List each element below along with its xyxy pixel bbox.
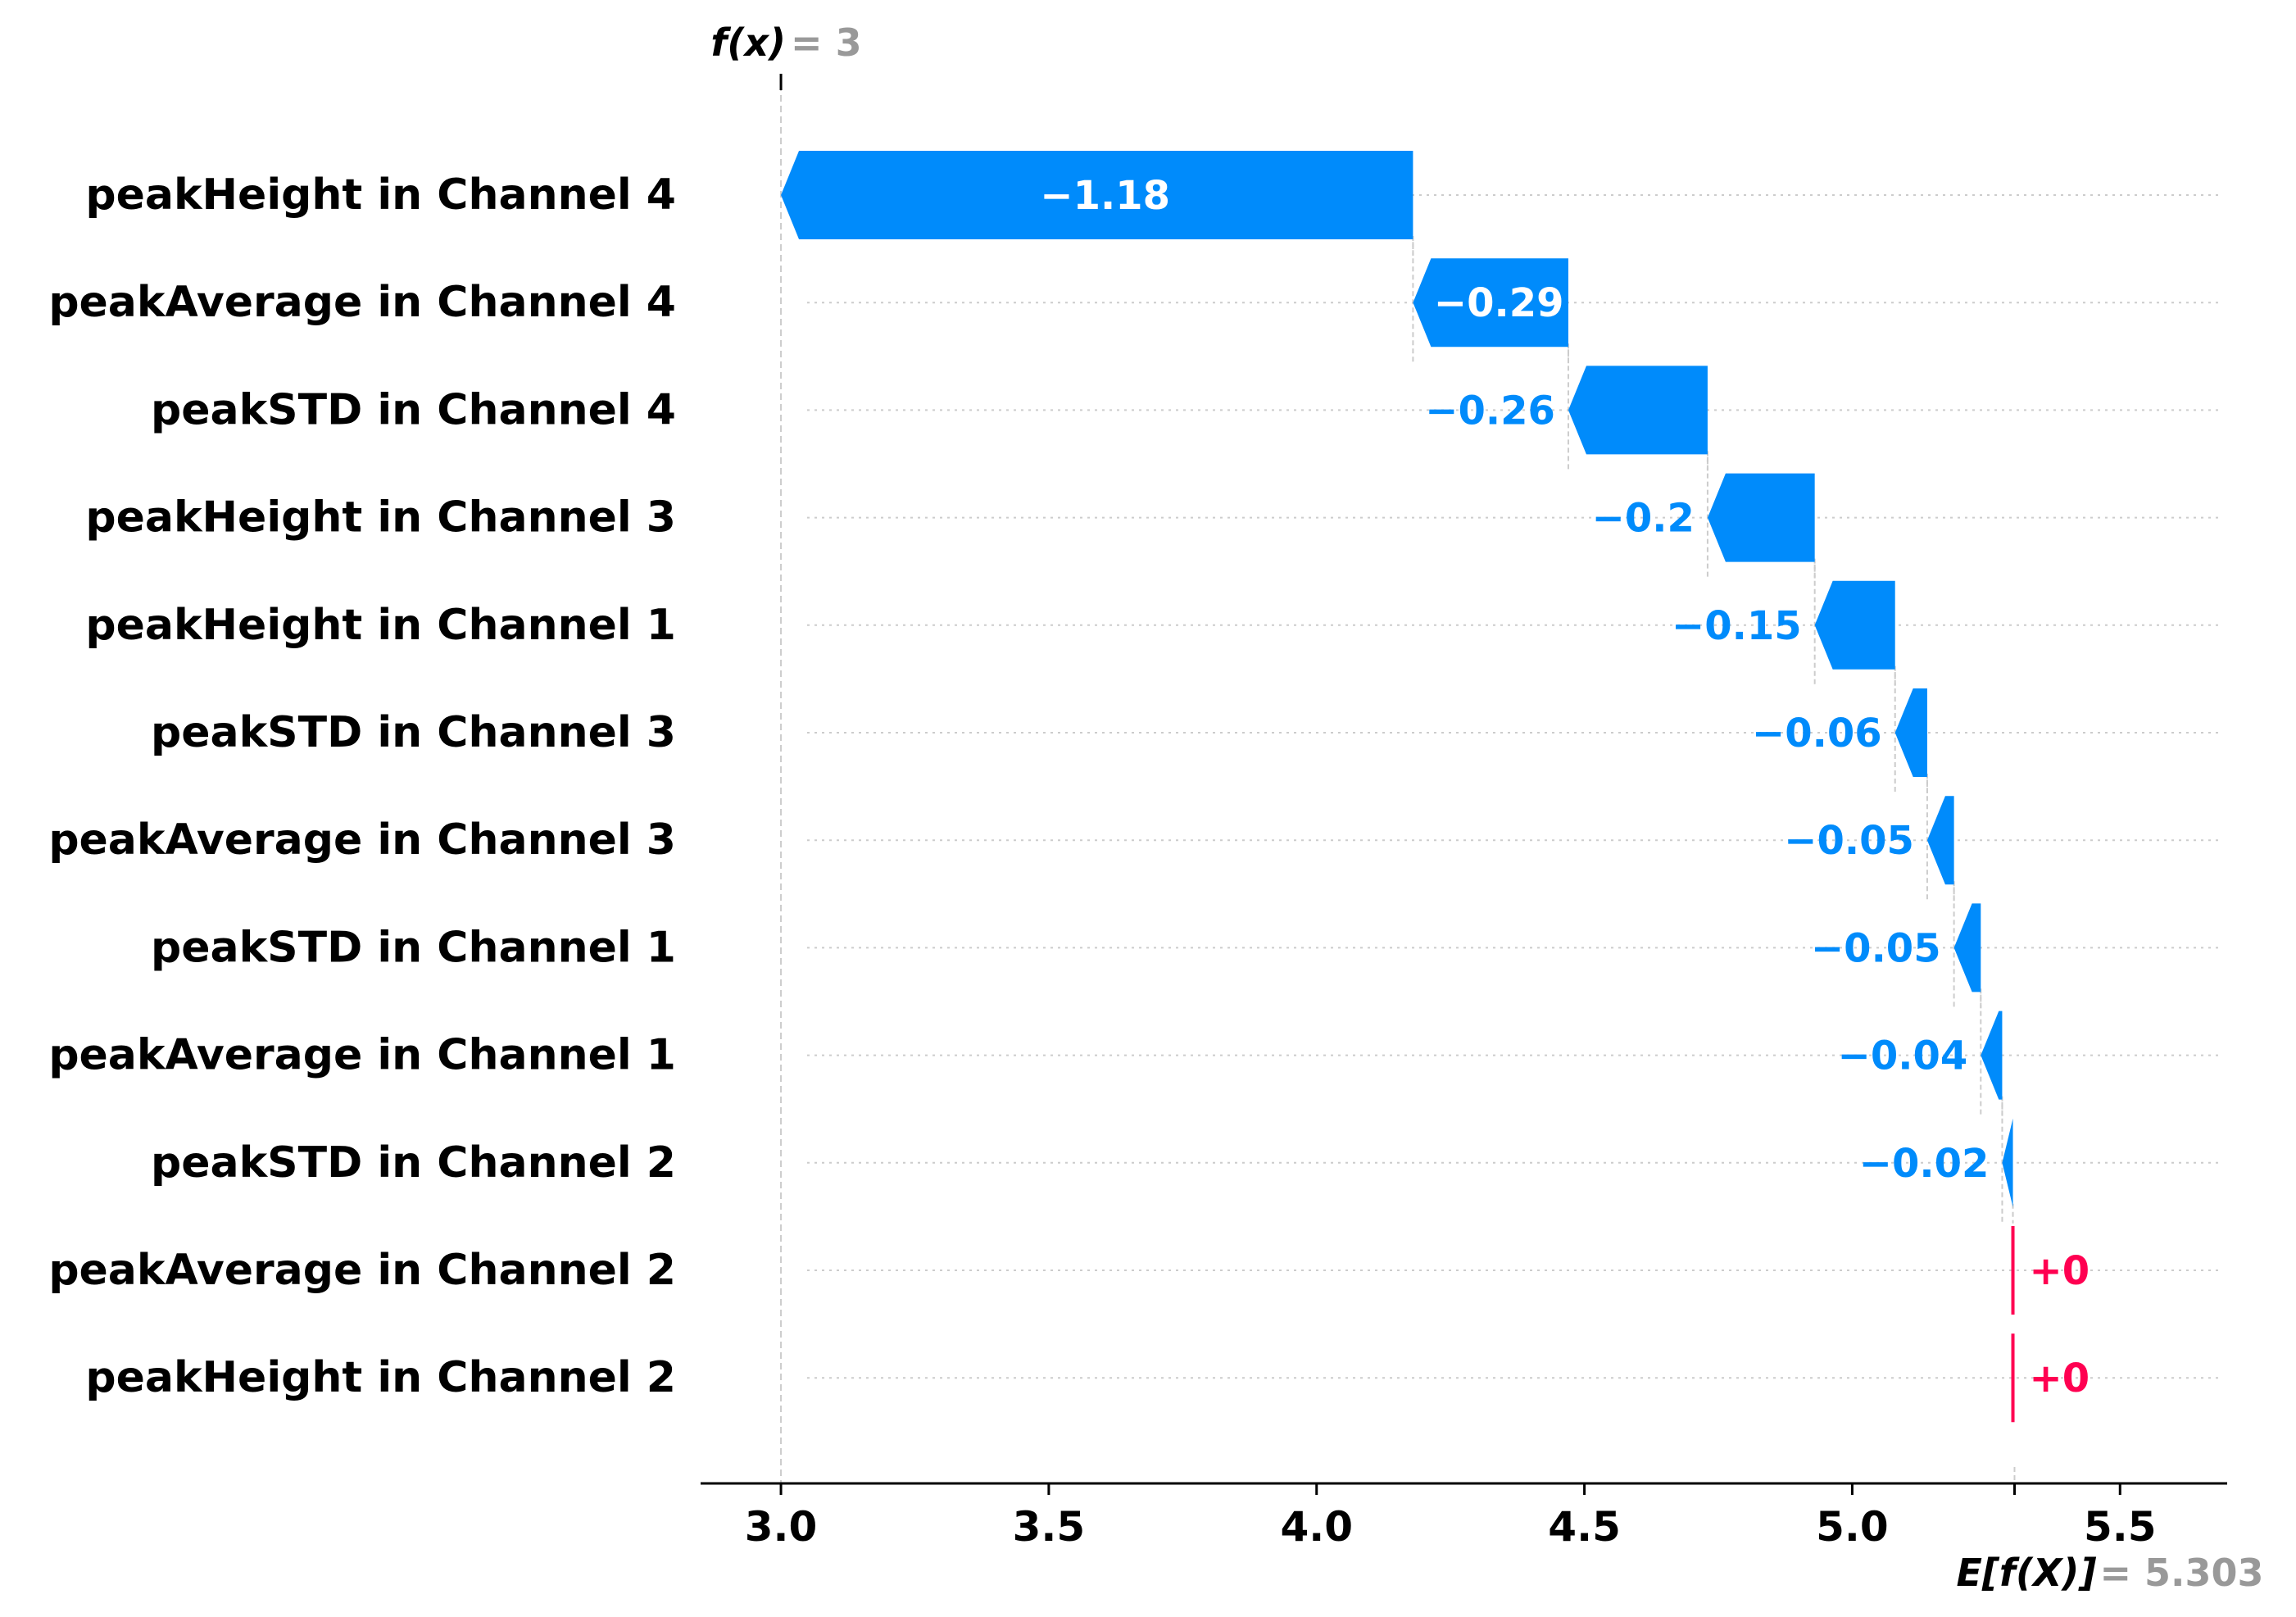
fx-label: f(x): [710, 20, 786, 65]
grid-lines: [807, 194, 2223, 1379]
fx-value: = 3: [791, 20, 862, 65]
feature-label: peakSTD in Channel 4: [151, 385, 676, 434]
bar-value-label: +0: [2030, 1356, 2090, 1401]
feature-labels: peakHeight in Channel 4 peakAverage in Ch…: [48, 170, 676, 1402]
x-axis-tick-label: 5.5: [2084, 1503, 2157, 1551]
x-axis: 3.0 3.5 4.0 4.5 5.0 5.5: [701, 1482, 2227, 1551]
x-axis-tick-label: 4.0: [1280, 1503, 1353, 1551]
expected-value-label: E[f(X)]: [1956, 1551, 2096, 1595]
bar-value-label: +0: [2030, 1248, 2090, 1294]
feature-label: peakAverage in Channel 3: [48, 815, 676, 865]
bar-negative: [2002, 1118, 2013, 1207]
bar-value-label: −0.05: [1784, 818, 1914, 864]
feature-label: peakAverage in Channel 1: [48, 1031, 676, 1080]
bar-value-label: −0.2: [1592, 496, 1695, 542]
x-axis-tick-label: 5.0: [1816, 1503, 1889, 1551]
expected-value-value: = 5.303: [2099, 1551, 2263, 1595]
bar-negative: [781, 151, 1413, 239]
bar-value-label: −0.06: [1752, 711, 1882, 756]
contribution-bars: [781, 151, 2015, 1423]
x-axis-tick-label: 4.5: [1548, 1503, 1621, 1551]
contribution-labels: −1.18 −0.29 −0.26 −0.2 −0.15 −0.06 −0.05 −0.05 −…: [1040, 173, 2090, 1401]
feature-label: peakAverage in Channel 2: [48, 1246, 676, 1295]
bar-negative: [1981, 1011, 2003, 1100]
feature-label: peakHeight in Channel 3: [85, 493, 676, 543]
expected-value-annotation: E[f(X)] = 5.303: [1956, 1551, 2263, 1595]
x-axis-tick-label: 3.5: [1013, 1503, 1086, 1551]
feature-label: peakSTD in Channel 2: [151, 1138, 676, 1188]
fx-annotation: f(x) = 3: [710, 20, 861, 65]
bar-negative: [1568, 366, 1708, 455]
bar-negative: [1894, 688, 1927, 777]
bar-negative: [1413, 258, 1568, 347]
bar-value-label: −0.29: [1434, 280, 1564, 326]
bar-negative: [1926, 796, 1954, 885]
bar-negative: [1953, 903, 1981, 992]
feature-label: peakHeight in Channel 1: [85, 601, 676, 650]
feature-label: peakSTD in Channel 3: [151, 708, 676, 757]
feature-label: peakHeight in Channel 4: [85, 170, 676, 220]
bar-value-label: −0.04: [1838, 1033, 1968, 1079]
bar-value-label: −0.02: [1859, 1141, 1990, 1187]
feature-label: peakHeight in Channel 2: [85, 1353, 676, 1402]
bar-value-label: −1.18: [1040, 173, 1170, 219]
bar-negative: [1707, 473, 1815, 562]
x-axis-tick-label: 3.0: [745, 1503, 818, 1551]
bar-value-label: −0.26: [1425, 388, 1555, 434]
feature-label: peakSTD in Channel 1: [151, 923, 676, 972]
connector-lines: [779, 74, 2016, 1483]
bar-value-label: −0.15: [1672, 603, 1802, 649]
bar-value-label: −0.05: [1811, 925, 1941, 971]
bar-negative: [1814, 580, 1895, 670]
feature-label: peakAverage in Channel 4: [48, 278, 676, 327]
